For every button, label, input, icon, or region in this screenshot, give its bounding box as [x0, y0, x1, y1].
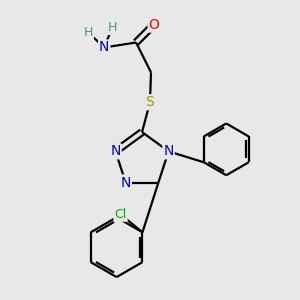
Text: S: S [146, 95, 154, 109]
Text: H: H [107, 21, 117, 34]
Text: N: N [110, 144, 121, 158]
Text: N: N [164, 144, 174, 158]
Text: O: O [148, 18, 159, 32]
Text: N: N [99, 40, 110, 55]
Text: Cl: Cl [115, 208, 127, 221]
Text: N: N [121, 176, 131, 190]
Text: H: H [84, 26, 93, 39]
